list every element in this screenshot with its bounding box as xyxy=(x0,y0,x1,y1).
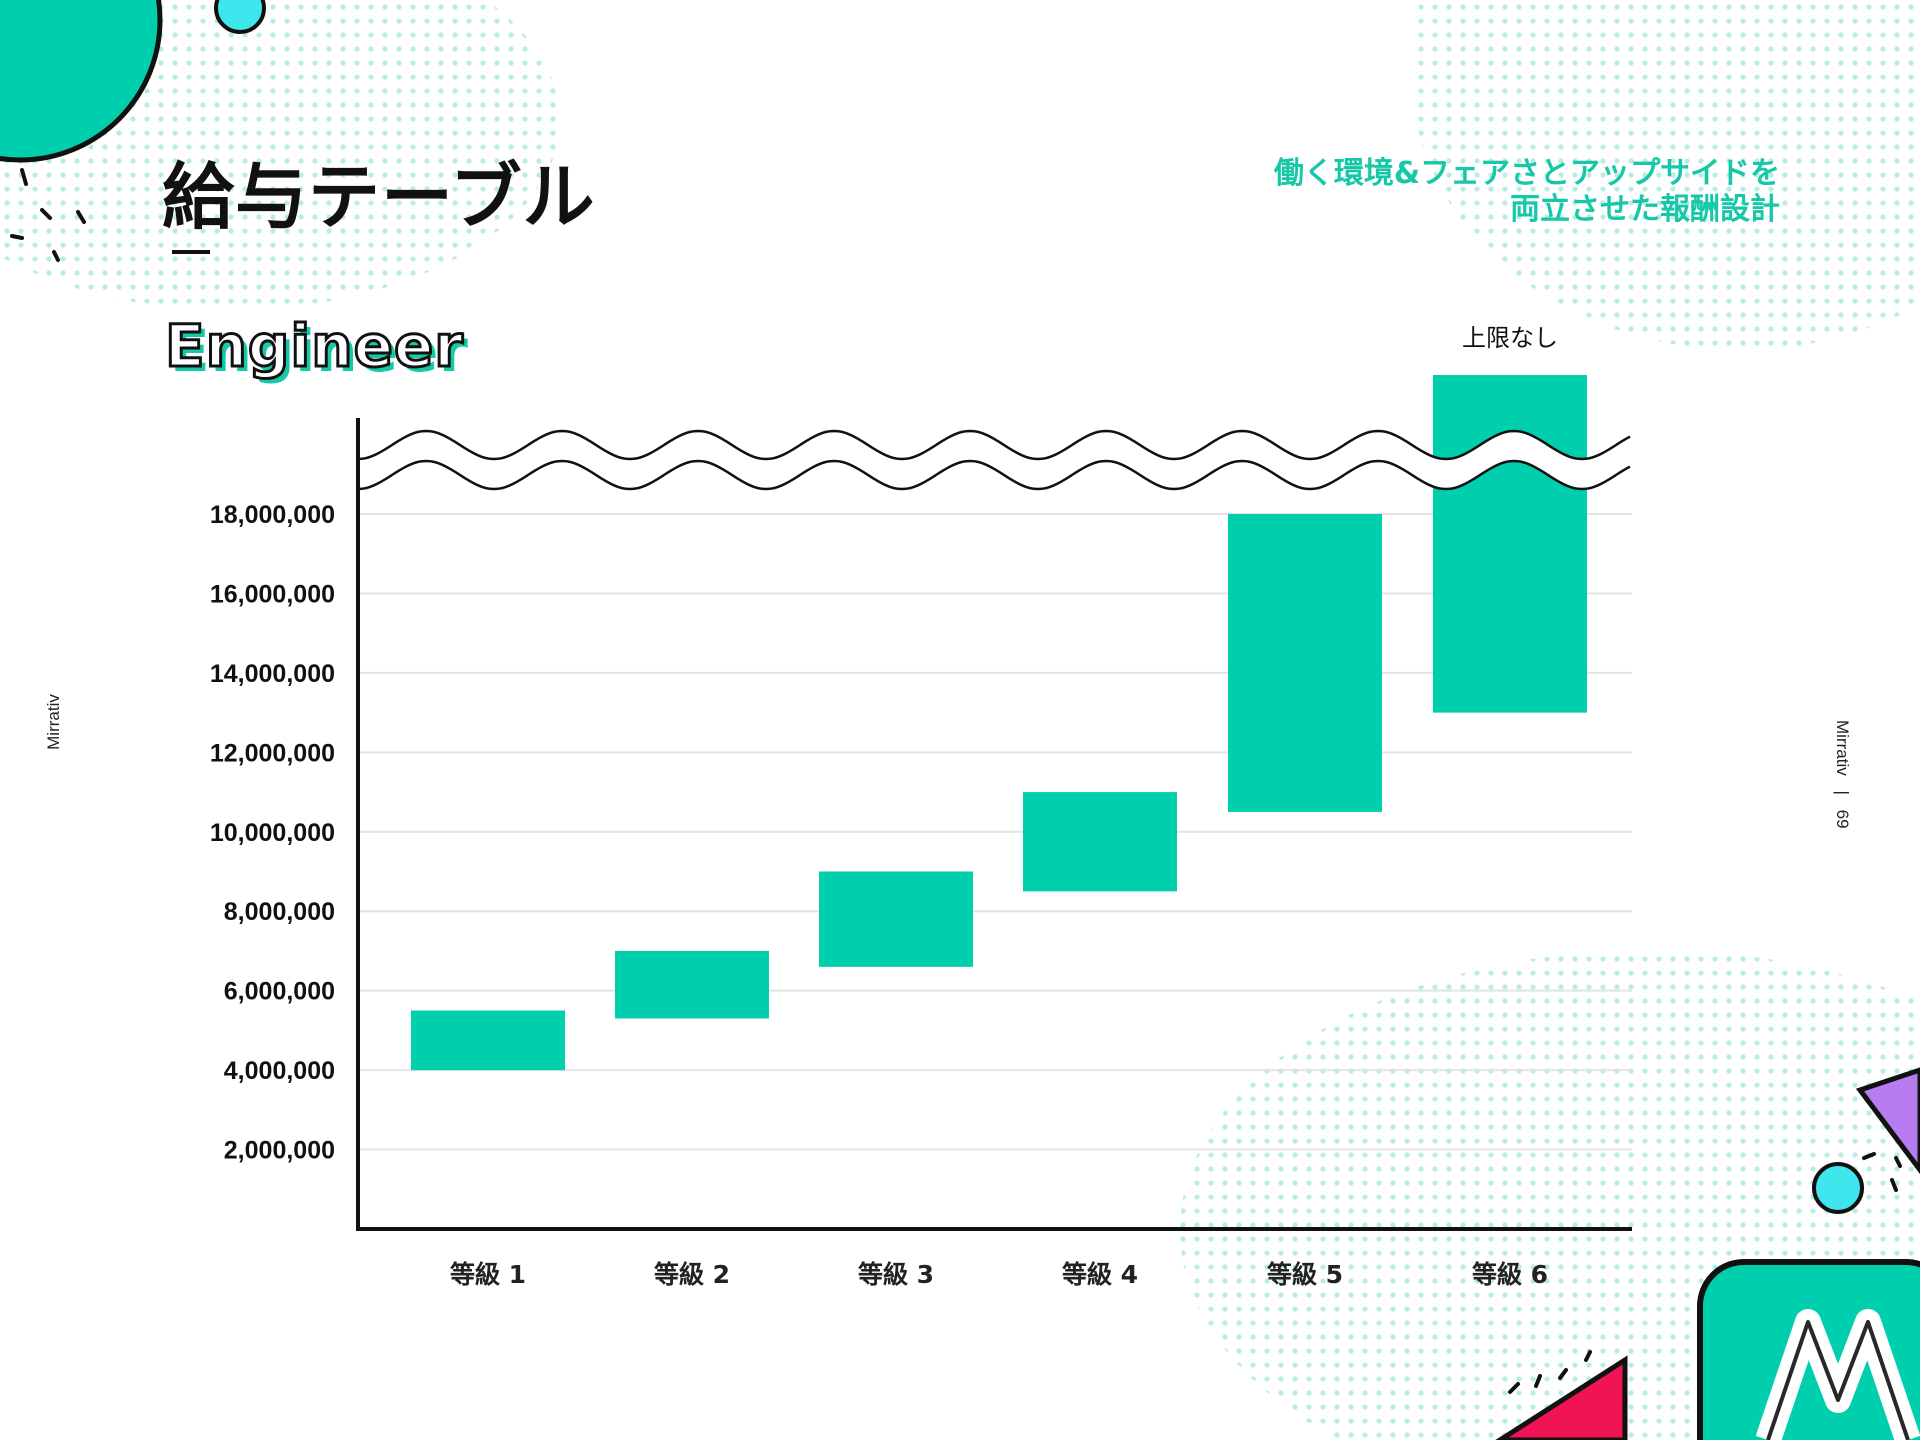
salary-bar xyxy=(1433,375,1587,713)
no-upper-limit-label: 上限なし xyxy=(1462,324,1558,352)
y-tick-label: 18,000,000 xyxy=(210,501,335,529)
cyan-circle-small-shape xyxy=(1812,1162,1864,1214)
purple-triangle-shape xyxy=(1855,1067,1920,1175)
sparkle-bottom-shape xyxy=(1508,1350,1592,1394)
y-tick-label: 12,000,000 xyxy=(210,739,335,767)
salary-bar xyxy=(411,1010,565,1071)
dot-pattern-top-right xyxy=(1410,0,1920,350)
x-category-label: 等級 1 xyxy=(450,1260,526,1289)
break-wave-upper xyxy=(357,429,1631,461)
section-label: Engineer xyxy=(164,311,465,382)
title-underline xyxy=(172,250,210,254)
break-band xyxy=(358,431,1630,489)
x-category-labels: 等級 1 等級 2 等級 3 等級 4 等級 5 等級 6 xyxy=(450,1260,1548,1289)
salary-bar xyxy=(1023,792,1177,892)
tagline-line-2: 両立させた報酬設計 xyxy=(1510,192,1780,227)
x-category-label: 等級 5 xyxy=(1267,1260,1343,1289)
y-tick-labels: 2,000,000 4,000,000 6,000,000 8,000,000 10,0… xyxy=(210,501,335,1165)
sparkle-shape xyxy=(10,168,86,262)
y-tick-label: 2,000,000 xyxy=(224,1137,335,1165)
tagline-line-1: 働く環境&フェアさとアップサイドを xyxy=(1273,156,1780,191)
y-tick-label: 16,000,000 xyxy=(210,580,335,608)
pink-triangle-shape xyxy=(1495,1355,1628,1440)
y-tick-label: 8,000,000 xyxy=(224,898,335,926)
y-tick-label: 4,000,000 xyxy=(224,1057,335,1085)
teal-blob-shape xyxy=(0,0,163,163)
page-number: 69 xyxy=(1833,809,1852,829)
cyan-circle-shape xyxy=(214,0,266,34)
salary-bar xyxy=(615,950,769,1019)
y-tick-label: 6,000,000 xyxy=(224,978,335,1006)
annotations: 上限なし xyxy=(1462,324,1558,352)
break-wave-lower xyxy=(357,459,1631,491)
side-brand-left: Mirrativ xyxy=(43,694,63,750)
side-footer-right: Mirrativ | 69 xyxy=(1832,720,1852,829)
axes xyxy=(356,418,1632,1231)
x-category-label: 等級 4 xyxy=(1062,1260,1138,1289)
gridlines xyxy=(358,513,1632,1151)
salary-bar xyxy=(819,871,973,967)
axis-break xyxy=(357,429,1631,491)
y-tick-label: 14,000,000 xyxy=(210,660,335,688)
page-title: 給与テーブル xyxy=(162,155,596,239)
x-category-label: 等級 3 xyxy=(858,1260,934,1289)
side-separator: | xyxy=(1833,790,1852,795)
y-tick-label: 10,000,000 xyxy=(210,819,335,847)
side-brand-right: Mirrativ xyxy=(1833,720,1852,776)
salary-bar xyxy=(1228,514,1382,812)
salary-bars xyxy=(411,375,1587,1071)
sparkle-right-shape xyxy=(1862,1152,1902,1192)
x-category-label: 等級 6 xyxy=(1472,1260,1548,1289)
x-category-label: 等級 2 xyxy=(654,1260,730,1289)
